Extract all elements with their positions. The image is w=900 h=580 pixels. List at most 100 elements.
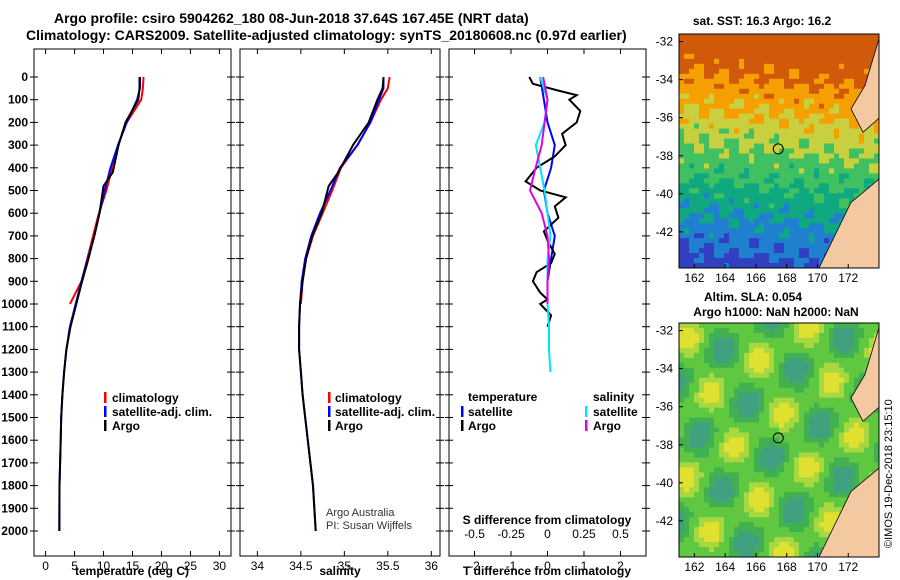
map-cell xyxy=(744,442,750,448)
map-cell xyxy=(739,352,745,359)
map-cell xyxy=(809,113,815,120)
map-cell xyxy=(699,427,705,433)
x-tick-label: 1 xyxy=(581,559,588,573)
map-cell xyxy=(714,128,720,134)
map-cell xyxy=(769,487,775,493)
map-cell xyxy=(799,552,805,558)
map-cell xyxy=(689,58,695,65)
map-cell xyxy=(819,53,825,60)
map-cell xyxy=(789,248,795,254)
map-cell xyxy=(784,323,790,329)
map-cell xyxy=(789,148,795,154)
map-cell xyxy=(804,457,810,463)
map-cell xyxy=(789,203,795,209)
map-cell xyxy=(709,143,715,149)
map-cell xyxy=(829,193,835,199)
map-cell xyxy=(849,143,855,149)
map-cell xyxy=(749,198,755,204)
y-tick-label: 1300 xyxy=(1,365,28,379)
map-cell xyxy=(694,497,700,503)
map-cell xyxy=(799,38,805,45)
map-cell xyxy=(829,352,835,359)
map-cell xyxy=(719,502,725,508)
map-cell xyxy=(819,357,825,364)
map-cell xyxy=(699,477,705,483)
map-cell xyxy=(849,188,855,194)
map-cell xyxy=(824,362,830,369)
map-cell xyxy=(774,113,780,120)
map-cell xyxy=(694,158,700,164)
map-cell xyxy=(814,402,820,409)
map-cell xyxy=(794,472,800,478)
map-cell xyxy=(769,332,775,339)
map-cell xyxy=(834,113,840,120)
map-cell xyxy=(774,128,780,134)
map-cell xyxy=(704,372,710,379)
map-cell xyxy=(804,382,810,389)
map-cell xyxy=(734,442,740,448)
map-cell xyxy=(799,412,805,418)
map-cell xyxy=(754,158,760,164)
map-cell xyxy=(719,48,725,55)
map-cell xyxy=(839,437,845,443)
map-cell xyxy=(769,63,775,70)
map-cell xyxy=(774,447,780,453)
map-cell xyxy=(819,248,825,254)
map-cell xyxy=(744,323,750,329)
map-cell xyxy=(869,34,875,40)
map-cell xyxy=(754,113,760,120)
map-cell xyxy=(774,352,780,359)
map-cell xyxy=(829,347,835,354)
map-cell xyxy=(824,502,830,508)
map-cell xyxy=(789,258,795,264)
map-cell xyxy=(864,457,870,463)
map-cell xyxy=(809,153,815,159)
map-cell xyxy=(834,133,840,139)
map-cell xyxy=(844,372,850,379)
map-cell xyxy=(679,213,685,219)
map-cell xyxy=(694,382,700,389)
map-cell xyxy=(709,457,715,463)
map-cell xyxy=(799,532,805,538)
map-cell xyxy=(729,228,735,234)
map-cell xyxy=(784,98,790,105)
map-cell xyxy=(779,98,785,105)
map-cell xyxy=(839,487,845,493)
map-cell xyxy=(814,153,820,159)
map-cell xyxy=(779,377,785,384)
map-cell xyxy=(779,547,785,553)
map-cell xyxy=(854,78,860,85)
map-cell xyxy=(729,108,735,115)
y-tick-label: 1000 xyxy=(1,297,28,311)
map-cell xyxy=(709,138,715,144)
map-cell xyxy=(729,372,735,379)
map-cell xyxy=(764,83,770,90)
map-cell xyxy=(699,243,705,249)
map-cell xyxy=(869,133,875,139)
map-cell xyxy=(819,118,825,125)
map-cell xyxy=(739,323,745,329)
argo-float-marker xyxy=(772,143,784,155)
map-cell xyxy=(839,472,845,478)
map-cell xyxy=(734,38,740,45)
salinity-legend: climatology satellite-adj. clim. Argo xyxy=(328,391,435,433)
map-cell xyxy=(799,472,805,478)
map-cell xyxy=(709,218,715,224)
map-cell xyxy=(679,357,685,364)
map-cell xyxy=(724,517,730,523)
map-cell xyxy=(784,337,790,344)
map-cell xyxy=(804,497,810,503)
map-cell xyxy=(684,482,690,488)
map-cell xyxy=(834,98,840,105)
map-cell xyxy=(744,123,750,129)
map-cell xyxy=(819,342,825,349)
map-cell xyxy=(724,198,730,204)
map-cell xyxy=(814,432,820,438)
map-cell xyxy=(844,482,850,488)
map-cell xyxy=(799,352,805,359)
map-cell xyxy=(739,188,745,194)
map-cell xyxy=(714,342,720,349)
map-cell xyxy=(874,118,880,125)
map-cell xyxy=(694,547,700,553)
credit-argo-australia: Argo Australia xyxy=(326,507,395,519)
